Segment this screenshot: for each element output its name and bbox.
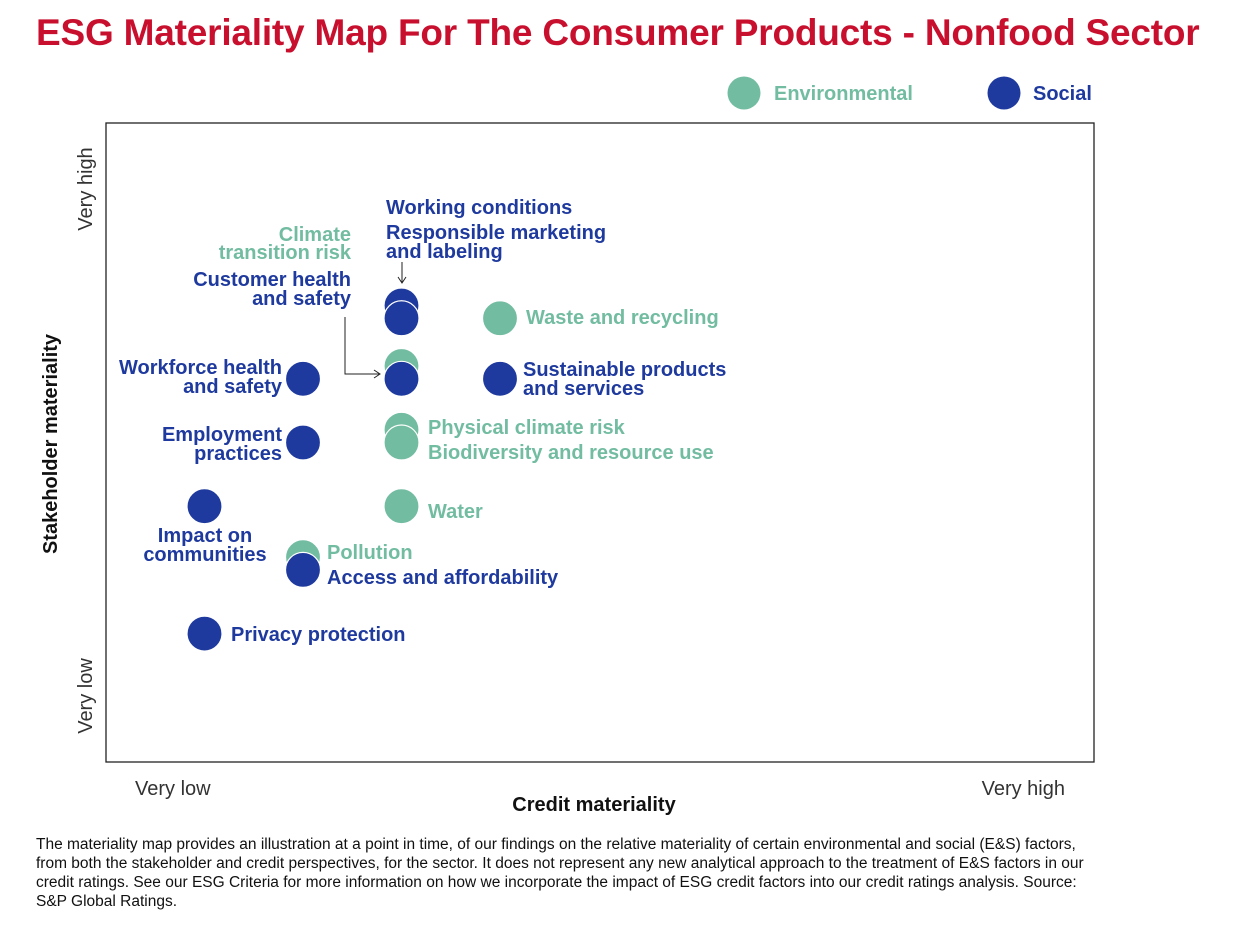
legend-marker-environmental [727, 76, 761, 110]
arrow-head-customer-health [373, 369, 381, 379]
chart-title: ESG Materiality Map For The Consumer Pro… [36, 12, 1200, 53]
footnote: The materiality map provides an illustra… [36, 836, 1084, 910]
point-label-responsible-marketing: Responsible marketing [386, 222, 606, 244]
point-label-and-safety: and safety [183, 376, 283, 398]
point-label-and-services: and services [523, 378, 644, 400]
point-label-impact-on: Impact on [158, 525, 252, 547]
data-point-privacy-protection [186, 615, 223, 652]
x-axis-title: Credit materiality [512, 794, 676, 816]
data-point-impact-on-communities [186, 488, 223, 525]
point-label-physical-climate-risk: Physical climate risk [428, 417, 626, 439]
point-label-employment: Employment [162, 424, 282, 446]
point-label-practices: practices [194, 443, 282, 465]
point-label-transition-risk: transition risk [219, 242, 352, 264]
y-axis-title: Stakeholder materiality [40, 333, 62, 554]
y-tick-label-low: Very low [75, 658, 97, 734]
x-tick-label-low: Very low [135, 778, 211, 800]
point-label-working-conditions: Working conditions [386, 197, 572, 219]
data-point-sustainable-products-and-services [481, 360, 519, 397]
point-label-workforce-health: Workforce health [119, 357, 282, 379]
point-label-sustainable-products: Sustainable products [523, 359, 726, 381]
legend-marker-social [987, 76, 1021, 110]
point-label-climate: Climate [279, 224, 351, 246]
point-label-biodiversity-and-resource-use: Biodiversity and resource use [428, 442, 714, 464]
data-point-biodiversity-and-resource-use [383, 424, 420, 461]
point-label-privacy-protection: Privacy protection [231, 624, 406, 646]
point-label-and-labeling: and labeling [386, 241, 503, 263]
legend-label-environmental: Environmental [774, 83, 913, 105]
data-point-employment-practices [284, 424, 322, 461]
data-point-customer-health-and-safety [383, 360, 420, 397]
arrow-head-responsible-marketing [397, 276, 407, 284]
point-label-waste-and-recycling: Waste and recycling [526, 307, 719, 329]
point-label-customer-health: Customer health [193, 269, 351, 291]
point-label-pollution: Pollution [327, 542, 413, 564]
data-point-water [383, 488, 420, 525]
plot-frame [105, 122, 1095, 763]
data-point-responsible-marketing-and-labeling [383, 300, 420, 337]
point-label-communities: communities [143, 544, 266, 566]
point-label-access-and-affordability: Access and affordability [327, 567, 559, 589]
legend-label-social: Social [1033, 83, 1092, 105]
y-tick-label-high: Very high [75, 147, 97, 230]
point-label-water: Water [428, 501, 483, 523]
data-point-workforce-health-and-safety [284, 360, 322, 397]
arrow-line-customer-health [344, 317, 379, 375]
x-tick-label-high: Very high [982, 778, 1065, 800]
data-point-access-and-affordability [284, 551, 322, 589]
data-point-waste-and-recycling [481, 300, 519, 337]
point-label-and-safety: and safety [252, 288, 352, 310]
